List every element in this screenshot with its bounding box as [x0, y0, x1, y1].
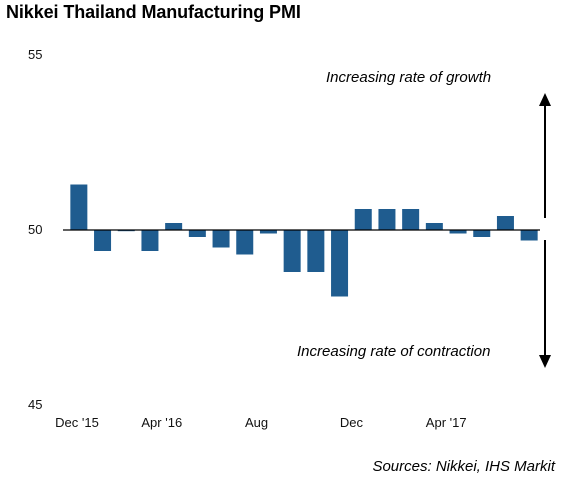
up-arrow-head-icon [539, 93, 551, 106]
x-axis-ticks: Dec '15 Apr '16 Aug Dec Apr '17 [55, 415, 466, 430]
y-tick-label: 45 [28, 397, 42, 412]
bar-8 [259, 230, 277, 234]
bar-15 [425, 223, 443, 230]
bar-16 [449, 230, 467, 234]
bar-18 [496, 216, 514, 230]
annotation-growth: Increasing rate of growth [326, 69, 492, 86]
bar-6 [212, 230, 230, 248]
down-arrow-head-icon [539, 355, 551, 368]
x-tick-label: Dec '15 [55, 415, 99, 430]
bar-1 [94, 230, 112, 251]
y-tick-label: 50 [28, 222, 42, 237]
bar-19 [520, 230, 538, 241]
x-tick-label: Apr '16 [141, 415, 182, 430]
bar-13 [378, 209, 396, 230]
x-tick-label: Apr '17 [426, 415, 467, 430]
bar-7 [236, 230, 254, 255]
bar-14 [402, 209, 420, 230]
y-axis-ticks: 55 50 45 [28, 47, 42, 412]
bar-12 [354, 209, 372, 230]
bar-9 [283, 230, 301, 272]
bar-4 [165, 223, 183, 230]
x-tick-label: Dec [340, 415, 364, 430]
x-tick-label: Aug [245, 415, 268, 430]
bar-17 [473, 230, 491, 237]
bar-11 [331, 230, 349, 297]
chart-title: Nikkei Thailand Manufacturing PMI [6, 2, 301, 22]
direction-arrows [539, 93, 551, 368]
bar-10 [307, 230, 325, 272]
annotation-contraction: Increasing rate of contraction [297, 343, 491, 360]
bar-5 [188, 230, 206, 237]
bar-2 [117, 230, 135, 232]
bar-3 [141, 230, 159, 251]
source-note: Sources: Nikkei, IHS Markit [372, 458, 555, 475]
bars [70, 184, 538, 297]
y-tick-label: 55 [28, 47, 42, 62]
bar-0 [70, 184, 88, 230]
